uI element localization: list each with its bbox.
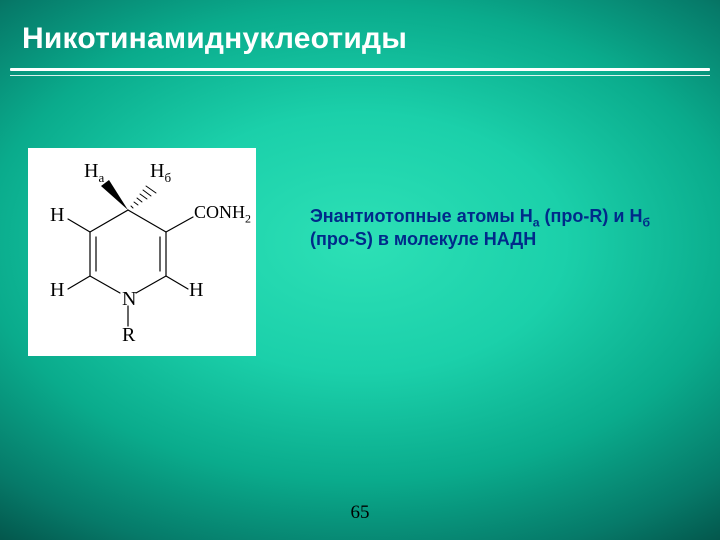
chemical-structure: N R H H H Ha Hб CONH2 (28, 148, 256, 356)
atom-r: R (122, 324, 135, 347)
atom-h-right-lower: H (189, 279, 203, 302)
atom-conh2: CONH2 (194, 202, 251, 227)
atom-h-left-upper: H (50, 204, 64, 227)
page-title: Никотинамиднуклеотиды (22, 22, 407, 56)
atom-n: N (122, 288, 136, 311)
structure-svg (28, 148, 256, 356)
atom-hb: Hб (150, 160, 171, 186)
page-number: 65 (351, 502, 370, 524)
slide: Никотинамиднуклеотиды (0, 0, 720, 540)
atom-h-left-lower: H (50, 279, 64, 302)
caption-text: Энантиотопные атомы На (про-R) и Нб (про… (310, 205, 690, 250)
atom-ha: Ha (84, 160, 104, 186)
